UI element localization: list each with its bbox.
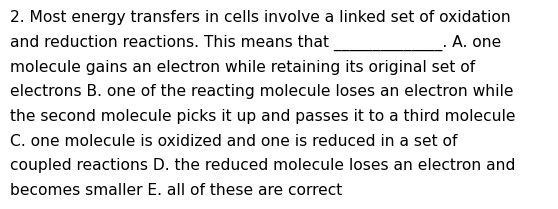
Text: the second molecule picks it up and passes it to a third molecule: the second molecule picks it up and pass… [10,109,516,124]
Text: becomes smaller E. all of these are correct: becomes smaller E. all of these are corr… [10,183,342,198]
Text: electrons B. one of the reacting molecule loses an electron while: electrons B. one of the reacting molecul… [10,84,513,99]
Text: C. one molecule is oxidized and one is reduced in a set of: C. one molecule is oxidized and one is r… [10,134,458,149]
Text: and reduction reactions. This means that ______________. A. one: and reduction reactions. This means that… [10,35,501,51]
Text: molecule gains an electron while retaining its original set of: molecule gains an electron while retaini… [10,60,475,75]
Text: 2. Most energy transfers in cells involve a linked set of oxidation: 2. Most energy transfers in cells involv… [10,10,511,25]
Text: coupled reactions D. the reduced molecule loses an electron and: coupled reactions D. the reduced molecul… [10,158,516,173]
